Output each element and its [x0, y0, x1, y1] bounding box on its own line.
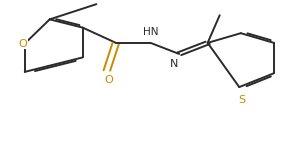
Text: O: O: [104, 75, 113, 85]
Text: S: S: [239, 94, 246, 104]
Text: N: N: [170, 59, 179, 69]
Text: HN: HN: [143, 27, 158, 37]
Text: O: O: [19, 38, 28, 49]
